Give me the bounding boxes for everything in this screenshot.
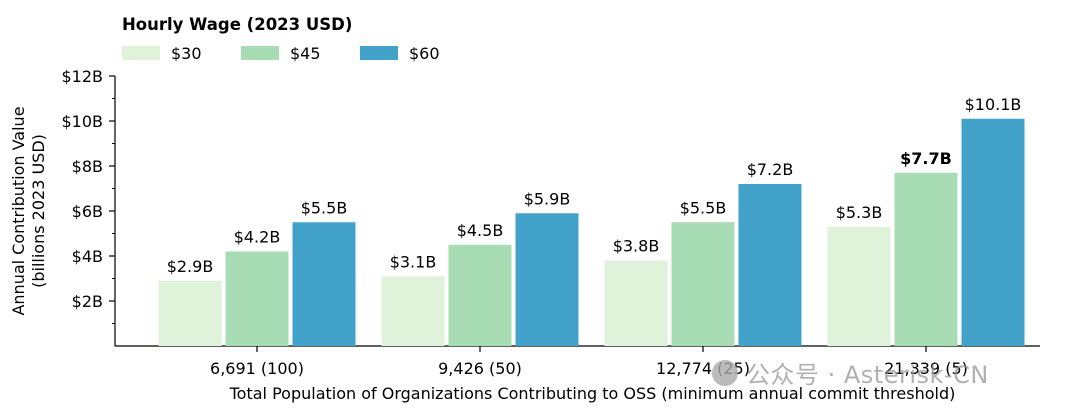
bar-data-label: $3.1B: [390, 252, 437, 271]
bar-data-label: $4.5B: [457, 221, 504, 240]
legend-item-60: $60: [360, 43, 440, 63]
bar: [225, 251, 289, 346]
y-axis-label: Annual Contribution Value: [9, 106, 28, 315]
bar-data-label: $7.2B: [747, 160, 794, 179]
legend-item-30: $30: [122, 43, 202, 63]
bar-data-label: $4.2B: [234, 228, 281, 247]
bar-data-label: $5.9B: [524, 189, 571, 208]
y-tick-label: $2B: [72, 292, 103, 311]
bar-data-label: $7.7B: [900, 149, 952, 168]
legend-label-45: $45: [290, 43, 321, 63]
y-axis-label: (billions 2023 USD): [29, 134, 48, 288]
bar: [738, 184, 802, 346]
bar-data-label: $5.3B: [836, 203, 883, 222]
bar: [381, 276, 445, 346]
bar: [827, 226, 891, 346]
bar: [671, 222, 735, 346]
bar: [515, 213, 579, 346]
legend-title: Hourly Wage (2023 USD): [122, 15, 353, 34]
legend-label-30: $30: [171, 43, 202, 63]
legend-swatch-30: [122, 46, 160, 60]
bar: [158, 280, 222, 346]
legend-swatch-60: [360, 46, 398, 60]
x-axis-label: Total Population of Organizations Contri…: [229, 384, 956, 403]
bar: [894, 172, 958, 346]
legend-label-60: $60: [409, 43, 440, 63]
x-tick-label: 9,426 (50): [438, 359, 522, 378]
bar-data-label: $5.5B: [680, 198, 727, 217]
bar-data-label: $5.5B: [301, 198, 348, 217]
y-tick-label: $8B: [72, 157, 103, 176]
legend-swatch-45: [241, 46, 279, 60]
y-tick-label: $6B: [72, 202, 103, 221]
bar: [292, 222, 356, 346]
x-tick-label: 6,691 (100): [210, 359, 304, 378]
legend-item-45: $45: [241, 43, 321, 63]
bar-data-label: $2.9B: [167, 257, 214, 276]
x-tick-label: 21,339 (5): [884, 359, 968, 378]
y-tick-label: $12B: [61, 67, 103, 86]
y-tick-label: $10B: [61, 112, 103, 131]
y-tick-label: $4B: [72, 247, 103, 266]
bar-data-label: $10.1B: [965, 95, 1022, 114]
watermark-text: 公众号 · Asterisk-CN: [746, 361, 989, 389]
wechat-logo-icon: [712, 359, 738, 386]
bar: [448, 244, 512, 346]
watermark: 公众号 · Asterisk-CN: [712, 355, 989, 390]
bar: [961, 118, 1025, 346]
bar-data-label: $3.8B: [613, 237, 660, 256]
bar: [604, 260, 668, 346]
